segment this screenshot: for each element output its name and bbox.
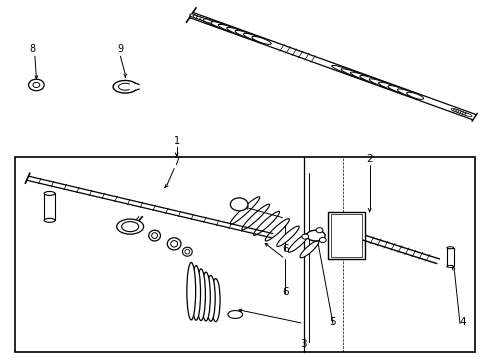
Ellipse shape [210, 21, 234, 31]
Ellipse shape [201, 272, 210, 321]
Text: 1: 1 [173, 136, 180, 146]
Ellipse shape [447, 265, 454, 267]
Ellipse shape [167, 238, 181, 250]
Ellipse shape [200, 18, 209, 22]
Ellipse shape [341, 69, 370, 80]
Ellipse shape [265, 219, 289, 241]
Ellipse shape [465, 113, 472, 117]
Ellipse shape [193, 15, 202, 19]
Ellipse shape [196, 269, 205, 320]
Ellipse shape [117, 219, 144, 234]
Ellipse shape [456, 110, 463, 113]
Ellipse shape [122, 222, 139, 231]
Ellipse shape [300, 240, 319, 258]
Bar [331, 214, 362, 257]
Text: 5: 5 [330, 317, 336, 327]
Bar [447, 248, 454, 266]
Ellipse shape [407, 92, 423, 99]
Text: 8: 8 [29, 45, 35, 54]
Ellipse shape [149, 230, 160, 241]
Ellipse shape [379, 82, 401, 91]
Ellipse shape [227, 27, 249, 36]
Ellipse shape [201, 18, 226, 28]
Bar [328, 212, 365, 259]
Ellipse shape [185, 249, 190, 254]
Ellipse shape [332, 66, 363, 77]
Ellipse shape [44, 219, 55, 222]
Text: 4: 4 [459, 317, 466, 327]
Ellipse shape [463, 112, 470, 116]
Text: 6: 6 [282, 287, 289, 297]
Text: 2: 2 [367, 154, 373, 164]
Ellipse shape [350, 72, 378, 83]
Ellipse shape [388, 86, 408, 94]
Ellipse shape [44, 192, 55, 195]
Ellipse shape [230, 197, 260, 224]
Circle shape [230, 198, 248, 211]
Ellipse shape [253, 211, 279, 235]
Circle shape [302, 234, 309, 239]
Ellipse shape [458, 111, 465, 114]
Ellipse shape [235, 30, 256, 39]
Ellipse shape [242, 204, 270, 230]
Ellipse shape [360, 76, 386, 85]
Ellipse shape [187, 262, 196, 320]
Ellipse shape [228, 311, 243, 319]
Text: 6: 6 [282, 243, 289, 253]
Ellipse shape [289, 233, 309, 252]
Circle shape [316, 228, 323, 233]
Ellipse shape [252, 36, 271, 44]
Ellipse shape [196, 17, 205, 21]
Ellipse shape [219, 24, 241, 33]
Circle shape [33, 82, 40, 87]
Ellipse shape [206, 275, 215, 321]
Text: 9: 9 [117, 45, 123, 54]
Ellipse shape [182, 247, 192, 256]
Ellipse shape [397, 89, 416, 96]
Circle shape [319, 238, 326, 243]
Bar [15, 157, 475, 352]
Ellipse shape [203, 19, 212, 23]
Ellipse shape [244, 33, 264, 42]
Bar [44, 193, 55, 220]
Ellipse shape [453, 109, 461, 113]
Ellipse shape [192, 266, 200, 320]
Ellipse shape [451, 108, 459, 112]
Ellipse shape [460, 112, 467, 115]
Text: 7: 7 [173, 157, 180, 167]
Ellipse shape [277, 226, 299, 247]
Ellipse shape [447, 247, 454, 249]
Ellipse shape [190, 14, 198, 18]
Ellipse shape [307, 230, 325, 241]
Ellipse shape [152, 233, 158, 238]
Ellipse shape [171, 240, 177, 247]
Ellipse shape [369, 79, 393, 88]
Circle shape [28, 79, 44, 91]
Ellipse shape [211, 279, 220, 321]
Text: 3: 3 [300, 338, 307, 348]
